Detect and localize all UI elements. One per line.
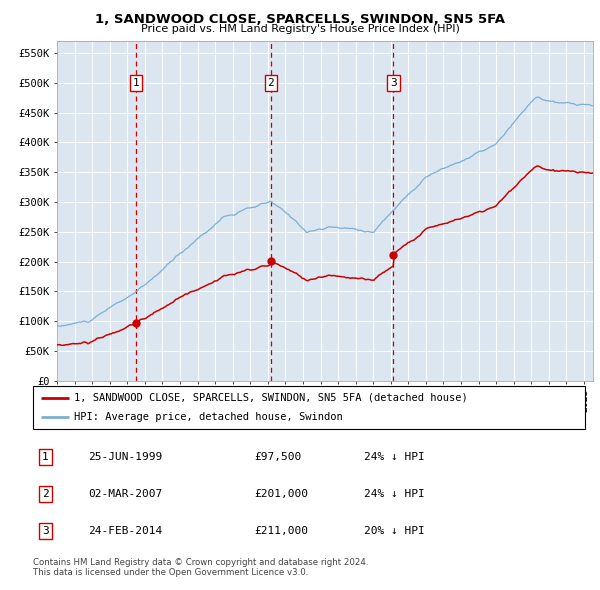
Text: 24-FEB-2014: 24-FEB-2014 <box>88 526 163 536</box>
Text: HPI: Average price, detached house, Swindon: HPI: Average price, detached house, Swin… <box>74 412 343 422</box>
Text: 25-JUN-1999: 25-JUN-1999 <box>88 453 163 463</box>
Text: £97,500: £97,500 <box>254 453 301 463</box>
Text: 2: 2 <box>42 489 49 499</box>
Text: 2: 2 <box>268 78 274 88</box>
Text: Price paid vs. HM Land Registry's House Price Index (HPI): Price paid vs. HM Land Registry's House … <box>140 24 460 34</box>
Text: This data is licensed under the Open Government Licence v3.0.: This data is licensed under the Open Gov… <box>33 568 308 576</box>
Text: £211,000: £211,000 <box>254 526 308 536</box>
Text: 24% ↓ HPI: 24% ↓ HPI <box>364 489 425 499</box>
Text: 3: 3 <box>42 526 49 536</box>
Text: 24% ↓ HPI: 24% ↓ HPI <box>364 453 425 463</box>
Text: 1, SANDWOOD CLOSE, SPARCELLS, SWINDON, SN5 5FA: 1, SANDWOOD CLOSE, SPARCELLS, SWINDON, S… <box>95 13 505 26</box>
Text: 1, SANDWOOD CLOSE, SPARCELLS, SWINDON, SN5 5FA (detached house): 1, SANDWOOD CLOSE, SPARCELLS, SWINDON, S… <box>74 393 468 403</box>
Text: 1: 1 <box>42 453 49 463</box>
Text: 20% ↓ HPI: 20% ↓ HPI <box>364 526 425 536</box>
Text: £201,000: £201,000 <box>254 489 308 499</box>
Text: 3: 3 <box>390 78 397 88</box>
Text: 02-MAR-2007: 02-MAR-2007 <box>88 489 163 499</box>
Text: Contains HM Land Registry data © Crown copyright and database right 2024.: Contains HM Land Registry data © Crown c… <box>33 558 368 566</box>
Text: 1: 1 <box>133 78 139 88</box>
